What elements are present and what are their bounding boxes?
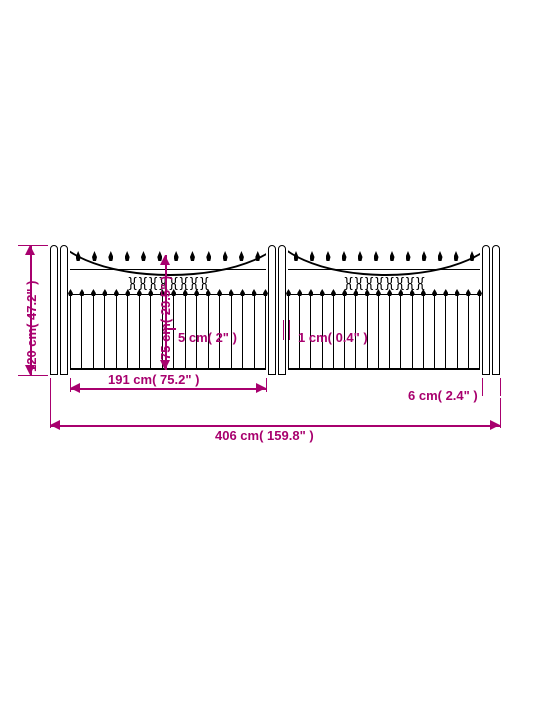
arrow-icon	[160, 255, 170, 265]
arrow-icon	[490, 420, 500, 430]
arrow-icon	[256, 383, 266, 393]
dim-line-total-width	[50, 425, 500, 427]
dim-panel-height: 75 cm( 29.5" )	[158, 276, 173, 360]
dim-tick	[482, 378, 483, 396]
fence-post	[60, 245, 68, 375]
arrow-icon	[70, 383, 80, 393]
fence-post	[492, 245, 500, 375]
arrow-icon	[25, 245, 35, 255]
dim-tick	[18, 375, 48, 376]
fence-post	[50, 245, 58, 375]
arrow-icon	[160, 360, 170, 370]
dim-total-width: 406 cm( 159.8" )	[215, 428, 314, 443]
dim-tick	[283, 320, 284, 340]
dim-total-height: 120 cm( 47.2" )	[24, 281, 39, 372]
dim-decor-gap: 5 cm( 2" )	[178, 330, 237, 345]
fence-panel-right: }{ }{ }{ }{ }{ }{ }{ }{	[288, 255, 480, 370]
dim-center-gap: 1 cm( 0.4" )	[298, 330, 368, 345]
fence-post	[482, 245, 490, 375]
diagram-stage: }{ }{ }{ }{ }{ }{ }{ }{ }{ }{ }{ }{ }{ }…	[0, 0, 540, 720]
dim-line-panel-width	[70, 388, 266, 390]
dim-panel-width: 191 cm( 75.2" )	[108, 372, 199, 387]
dim-tick	[266, 378, 267, 392]
fence-post	[268, 245, 276, 375]
decorative-band: }{ }{ }{ }{ }{ }{ }{ }{	[288, 269, 480, 295]
dim-post-width: 6 cm( 2.4" )	[408, 388, 478, 403]
arrow-icon	[50, 420, 60, 430]
dim-tick	[289, 320, 290, 340]
dim-tick	[500, 378, 501, 396]
dim-tick	[500, 398, 501, 428]
fence-post	[278, 245, 286, 375]
dim-line-decor-gap	[168, 328, 176, 330]
fence-drawing: }{ }{ }{ }{ }{ }{ }{ }{ }{ }{ }{ }{ }{ }…	[50, 245, 500, 375]
